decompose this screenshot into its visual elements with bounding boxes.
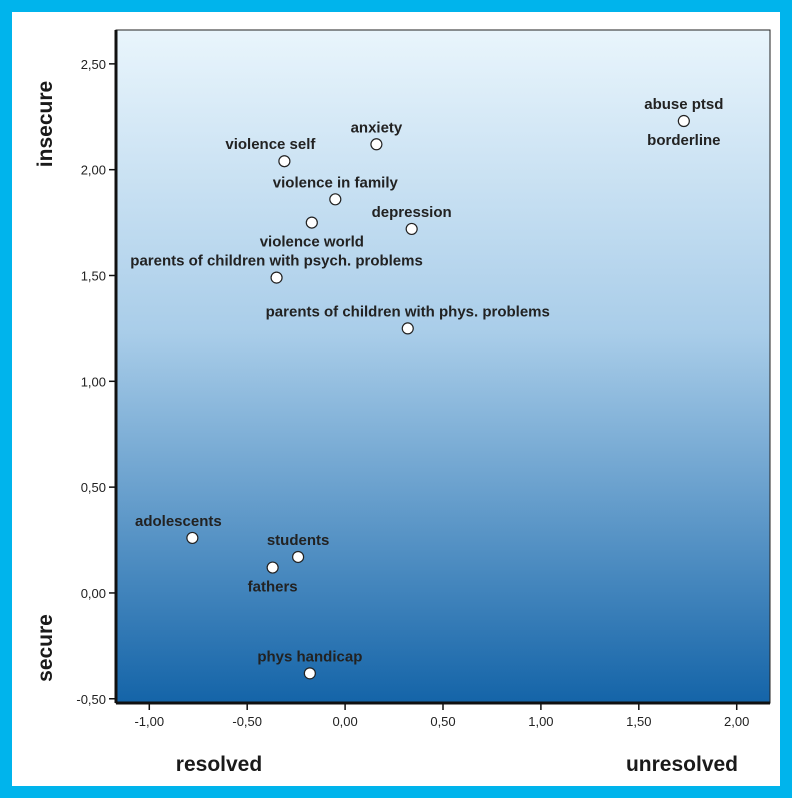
data-points: abuse ptsd borderline anxiety violence self… (130, 96, 723, 680)
y-axis-ticks: -0,50 0,00 0,50 1,00 1,50 2,00 2,50 (76, 57, 116, 707)
plot-area (115, 29, 771, 704)
y-tick-label: 1,00 (81, 374, 106, 389)
x-tick-label: 1,00 (528, 714, 553, 729)
data-label: adolescents (135, 513, 222, 530)
data-point (405, 222, 418, 236)
x-tick-label: 0,00 (332, 714, 357, 729)
data-label: violence self (225, 136, 316, 153)
y-tick-label: 1,50 (81, 268, 106, 283)
x-tick-label: -0,50 (232, 714, 262, 729)
data-point (186, 531, 199, 545)
y-axis-label-secure: secure (34, 614, 57, 682)
data-point (278, 155, 291, 168)
data-label: fathers (248, 579, 298, 596)
data-label: violence world (260, 234, 364, 251)
y-tick-label: -0,50 (76, 692, 106, 707)
data-point (677, 114, 690, 128)
data-label: abuse ptsd (644, 96, 723, 113)
data-label: parents of children with psych. problems (130, 253, 423, 270)
x-tick-label: -1,00 (134, 714, 164, 729)
x-axis-label-unresolved: unresolved (626, 753, 738, 776)
y-tick-label: 0,50 (81, 480, 106, 495)
scatter-chart: -1,00 -0,50 0,00 0,50 1,00 1,50 2,00 -0,50 0,00… (34, 29, 771, 776)
x-axis-ticks: -1,00 -0,50 0,00 0,50 1,00 1,50 2,00 (134, 703, 749, 729)
data-point (401, 322, 414, 335)
x-axis-label-resolved: resolved (176, 753, 262, 776)
data-label: parents of children with phys. problems (266, 303, 550, 320)
x-tick-label: 2,00 (724, 714, 749, 729)
y-tick-label: 0,00 (81, 586, 106, 601)
data-point (266, 561, 279, 574)
chart-frame: -1,00 -0,50 0,00 0,50 1,00 1,50 2,00 -0,50 0,00… (12, 12, 780, 786)
x-tick-label: 0,50 (430, 714, 455, 729)
data-point (270, 271, 283, 284)
data-label: violence in family (273, 174, 399, 191)
data-label: anxiety (351, 119, 403, 136)
data-point (370, 138, 383, 151)
data-point (303, 667, 316, 680)
data-label: students (267, 532, 330, 549)
data-label: borderline (647, 132, 720, 149)
data-label: phys handicap (257, 648, 362, 665)
y-axis-label-insecure: insecure (34, 81, 57, 167)
data-label: depression (372, 204, 452, 221)
data-point (305, 216, 318, 229)
y-tick-label: 2,50 (81, 57, 106, 72)
y-tick-label: 2,00 (81, 163, 106, 178)
x-tick-label: 1,50 (626, 714, 651, 729)
data-point (329, 193, 342, 206)
data-point (292, 550, 305, 564)
